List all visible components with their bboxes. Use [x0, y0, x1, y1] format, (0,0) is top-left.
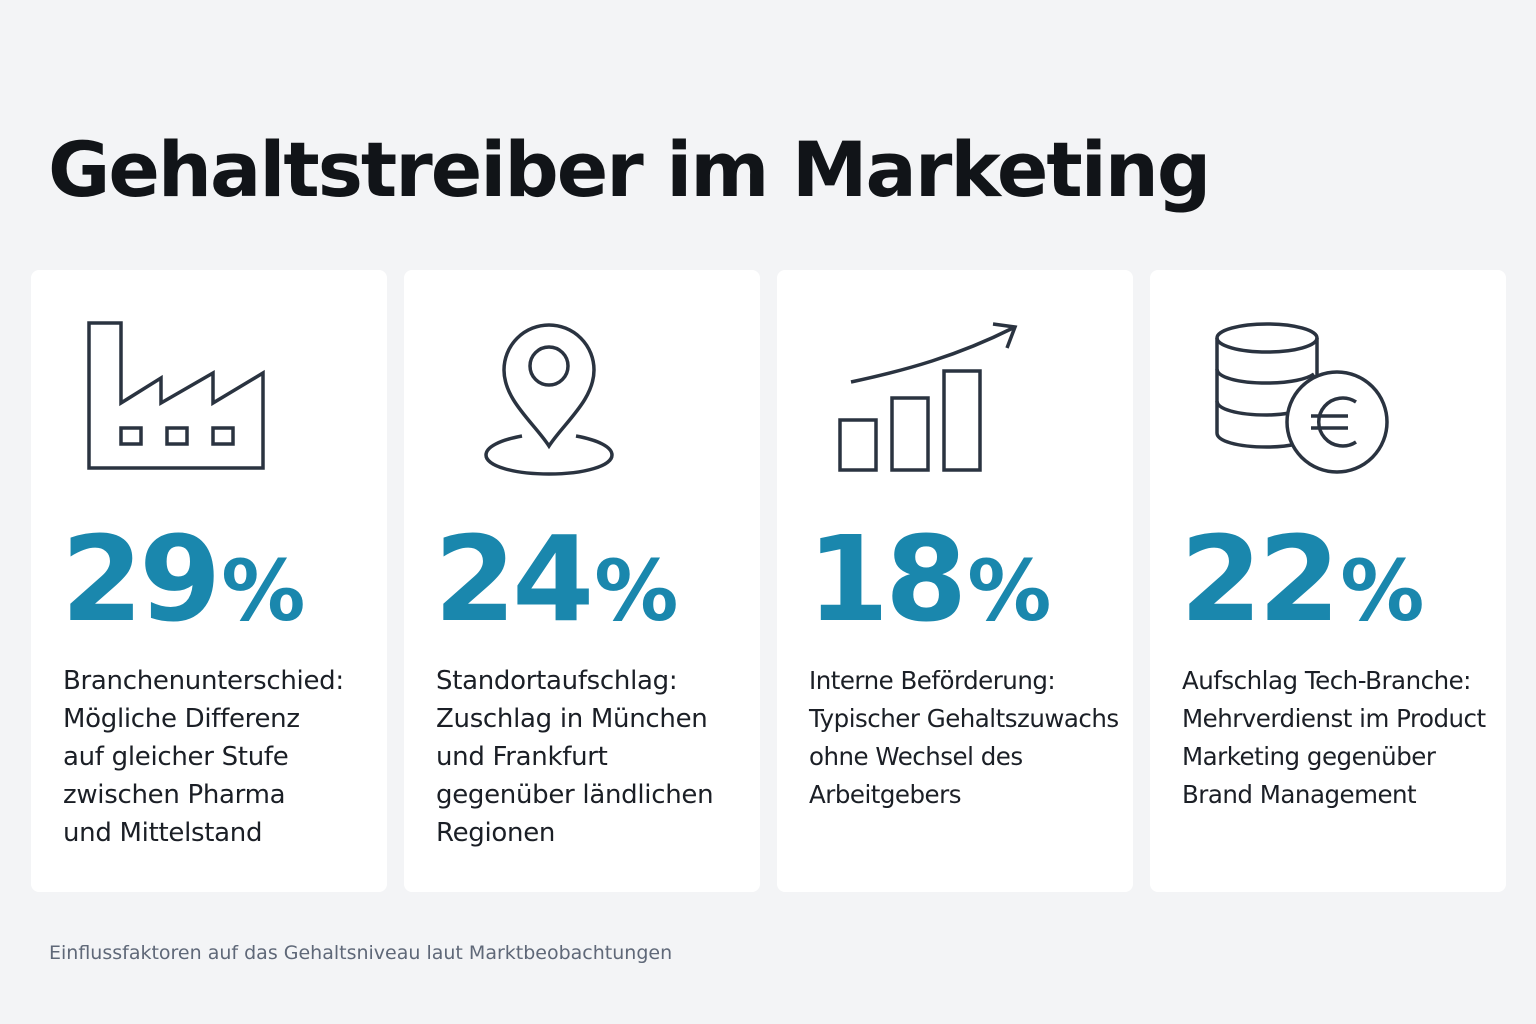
stat-value: 22%: [1180, 510, 1425, 648]
factory-icon: [81, 318, 281, 478]
bar-chart-growth-icon: [827, 318, 1027, 478]
stat-description: Aufschlag Tech-Branche: Mehrverdienst im…: [1182, 666, 1486, 809]
stat-card-location: 24% Standortaufschlag: Zuschlag in Münch…: [404, 270, 760, 892]
stat-value: 24%: [434, 510, 679, 648]
footer-note: Einflussfaktoren auf das Gehaltsniveau l…: [49, 942, 673, 964]
stat-description: Interne Beförderung: Typischer Gehaltszu…: [809, 666, 1119, 809]
stat-value: 18%: [807, 510, 1052, 648]
stat-description: Branchenunterschied: Mögliche Differenz …: [63, 666, 344, 848]
stat-description: Standortaufschlag: Zuschlag in München u…: [436, 666, 714, 848]
stat-card-industry: 29% Branchenunterschied: Mögliche Differ…: [31, 270, 387, 892]
stat-card-tech: 22% Aufschlag Tech-Branche: Mehrverdiens…: [1150, 270, 1506, 892]
location-pin-icon: [454, 318, 654, 478]
page-title: Gehaltstreiber im Marketing: [48, 125, 1211, 214]
stat-cards: 29% Branchenunterschied: Mögliche Differ…: [31, 270, 1506, 892]
stat-value: 29%: [61, 510, 306, 648]
coins-euro-icon: [1200, 318, 1400, 478]
stat-card-promotion: 18% Interne Beförderung: Typischer Gehal…: [777, 270, 1133, 892]
